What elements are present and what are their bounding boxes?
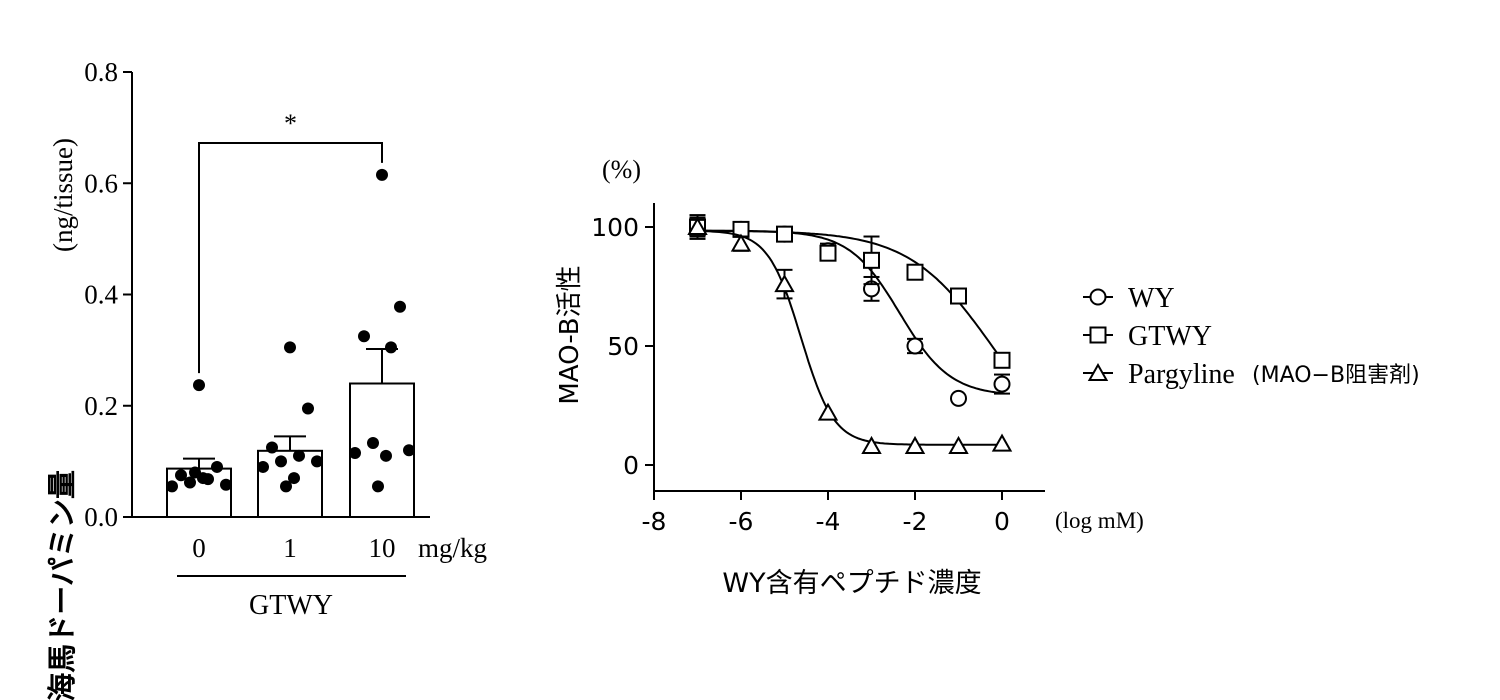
bar-data-point bbox=[189, 466, 201, 479]
line-x-tick-label: 0 bbox=[994, 507, 1010, 536]
legend-marker bbox=[1089, 326, 1107, 344]
legend: WY GTWY Pargyline (MAO−B阻害剤) bbox=[1083, 283, 1420, 390]
data-point bbox=[863, 251, 880, 269]
bar-data-point bbox=[275, 455, 287, 468]
line-y-tick-label: 0 bbox=[623, 451, 639, 480]
bar-data-point bbox=[358, 330, 370, 343]
data-point bbox=[861, 435, 882, 454]
bar-data-point bbox=[376, 168, 388, 181]
line-x-tick-label: -2 bbox=[903, 507, 928, 536]
data-point bbox=[906, 263, 924, 281]
legend-label-suffix: (MAO−B阻害剤) bbox=[1252, 363, 1420, 388]
bar-ylabel-unit: (ng/tissue) bbox=[48, 138, 78, 252]
data-point bbox=[687, 216, 708, 235]
line-y-tick-label: 50 bbox=[607, 332, 639, 361]
bar-data-point bbox=[175, 469, 187, 482]
bar-y-tick-label: 0.4 bbox=[84, 280, 118, 310]
bar-data-point bbox=[288, 472, 300, 485]
legend-label: WY bbox=[1128, 283, 1175, 314]
legend-label: Pargyline bbox=[1128, 359, 1235, 390]
bar-data-point bbox=[193, 379, 205, 392]
data-point bbox=[991, 433, 1013, 452]
bar-data-point bbox=[385, 341, 397, 354]
data-point bbox=[817, 402, 839, 421]
bar-data-point bbox=[372, 480, 384, 493]
bar-data-point bbox=[311, 455, 323, 468]
legend-label: GTWY bbox=[1128, 321, 1212, 352]
bar-y-tick-label: 0.8 bbox=[84, 57, 118, 87]
bar-data-point bbox=[284, 341, 296, 354]
bar-x-unit: mg/kg bbox=[418, 533, 487, 563]
data-point bbox=[906, 337, 924, 355]
bar-x-tick-label: 1 bbox=[283, 533, 297, 563]
legend-marker bbox=[1089, 288, 1107, 306]
bar-y-tick-label: 0.6 bbox=[84, 168, 118, 198]
bar-data-point bbox=[257, 460, 269, 473]
bar-x-tick-label: 10 bbox=[369, 533, 396, 563]
bar-data-point bbox=[211, 460, 223, 473]
line-x-tick-label: -4 bbox=[816, 507, 841, 536]
bar-data-point bbox=[403, 444, 415, 457]
bar-data-point bbox=[302, 402, 314, 415]
bar-data-point bbox=[220, 478, 232, 491]
mao-b-line-chart: (%) MAO-B活性 (log mM) WY含有ペプチド濃度 0 50 100 -8… bbox=[555, 155, 1420, 599]
bar-x-tick-label: 0 bbox=[192, 533, 206, 563]
significance-bracket bbox=[198, 142, 383, 374]
line-plot-area: 0 50 100 -8 -6 -4 -2 0 bbox=[591, 203, 1045, 536]
series-gtwy bbox=[689, 214, 1011, 369]
bar-ylabel-main: 海馬ドーパミン量 bbox=[45, 470, 79, 700]
series-pargyline bbox=[687, 216, 1013, 454]
bar-data-point bbox=[293, 449, 305, 462]
data-point bbox=[948, 435, 969, 454]
bar-data-point bbox=[280, 480, 292, 493]
bar-data-point bbox=[367, 437, 379, 450]
data-point bbox=[993, 351, 1011, 369]
bar-data-point bbox=[349, 447, 361, 460]
line-x-unit: (log mM) bbox=[1055, 508, 1144, 533]
legend-marker bbox=[1087, 362, 1109, 381]
bar-y-tick-label: 0.0 bbox=[84, 502, 118, 532]
bar-y-tick-label: 0.2 bbox=[84, 391, 118, 421]
bar-data-point bbox=[166, 480, 178, 493]
data-point bbox=[950, 287, 967, 305]
data-point bbox=[774, 274, 795, 293]
fit-curve bbox=[697, 230, 1002, 446]
bar-data-point bbox=[394, 300, 406, 313]
bar-group-label: GTWY bbox=[249, 590, 333, 621]
bar-plot-area: 0.0 0.2 0.4 0.6 0.8 0 1 10 mg/kg GTWY * bbox=[84, 57, 487, 621]
line-x-tick-label: -8 bbox=[642, 507, 667, 536]
bar-data-point bbox=[184, 476, 196, 489]
line-y-tick-label: 100 bbox=[591, 213, 639, 242]
data-point bbox=[730, 233, 752, 252]
bar-data-point bbox=[266, 441, 278, 454]
significance-label: * bbox=[284, 109, 297, 138]
fit-curve bbox=[697, 229, 1003, 395]
data-point bbox=[776, 225, 793, 243]
data-point bbox=[993, 375, 1011, 393]
data-point bbox=[904, 435, 926, 454]
bar-data-point bbox=[380, 449, 392, 462]
data-point bbox=[950, 389, 967, 407]
dopamine-bar-chart: 海馬ドーパミン量 (ng/tissue) 0.0 0.2 0.4 0.6 0.8 0 1 10… bbox=[45, 57, 487, 700]
line-x-tick-label: -6 bbox=[729, 507, 754, 536]
line-unit-label: (%) bbox=[602, 155, 641, 184]
line-ylabel: MAO-B活性 bbox=[555, 265, 585, 404]
line-xlabel: WY含有ペプチド濃度 bbox=[722, 568, 981, 599]
data-point bbox=[819, 244, 837, 262]
